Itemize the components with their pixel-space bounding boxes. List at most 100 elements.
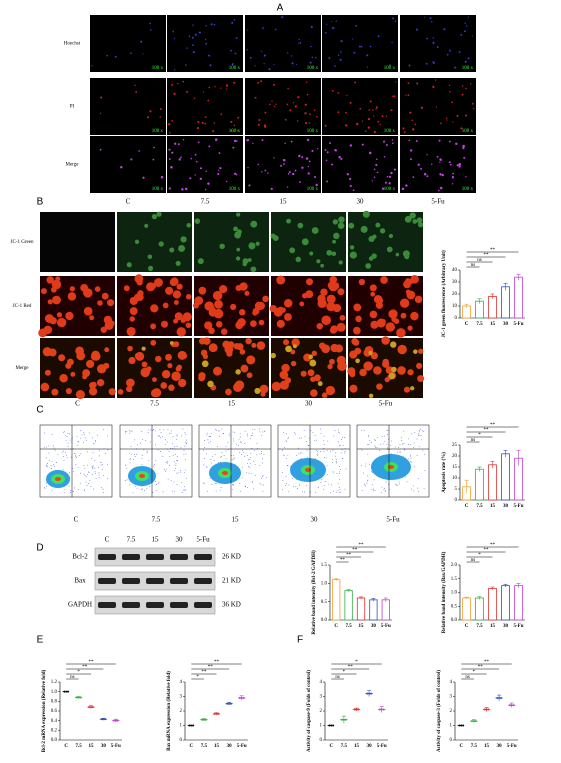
- cell: [59, 373, 68, 383]
- cell: [218, 169, 220, 172]
- cell: [281, 363, 290, 373]
- cell: [396, 328, 406, 338]
- event: [397, 451, 398, 453]
- event: [369, 464, 370, 466]
- cell: [395, 252, 400, 257]
- cell: [413, 349, 418, 354]
- cell: [394, 20, 397, 22]
- cell: [38, 328, 48, 338]
- cell: [301, 166, 304, 169]
- cell: [308, 354, 314, 360]
- cell: [126, 378, 135, 388]
- cell: [106, 299, 115, 307]
- cell: [208, 54, 211, 57]
- cell: [205, 42, 208, 45]
- cell: [333, 232, 340, 240]
- event: [374, 439, 376, 440]
- magnification: 100 x: [229, 129, 241, 134]
- cell: [311, 227, 319, 234]
- cell: [89, 315, 95, 321]
- cell: [257, 163, 259, 166]
- cell: [184, 187, 188, 191]
- cell: [354, 81, 357, 84]
- cell: [339, 314, 346, 321]
- population-peak: [139, 474, 145, 478]
- event: [51, 468, 52, 469]
- point: [496, 696, 499, 699]
- magnification: 100 x: [307, 129, 319, 134]
- micrograph: [245, 78, 321, 135]
- event: [177, 456, 179, 457]
- y-tick-label: 4: [320, 680, 323, 685]
- event: [371, 488, 373, 490]
- event: [374, 490, 376, 492]
- event: [323, 440, 325, 442]
- event: [367, 480, 368, 482]
- event: [323, 450, 325, 452]
- cell: [449, 90, 451, 93]
- cell: [448, 49, 451, 52]
- cell: [307, 369, 315, 377]
- cell: [288, 171, 291, 173]
- panel-label: F: [297, 635, 303, 646]
- event: [263, 454, 265, 455]
- cell: [101, 292, 109, 300]
- event: [287, 454, 289, 456]
- cell: [449, 163, 452, 166]
- event: [282, 454, 284, 456]
- x-tick-label: 15: [490, 624, 496, 629]
- event: [285, 433, 287, 435]
- event: [382, 443, 384, 445]
- event: [63, 491, 65, 493]
- cell: [134, 274, 144, 283]
- point: [226, 702, 229, 705]
- event: [373, 490, 374, 492]
- event: [129, 484, 131, 486]
- event: [261, 435, 263, 436]
- cell: [50, 286, 57, 293]
- cell: [181, 188, 184, 191]
- cell: [146, 116, 150, 119]
- event: [156, 472, 158, 474]
- event: [387, 429, 389, 431]
- cell: [269, 103, 271, 106]
- cell: [404, 215, 412, 223]
- event: [44, 432, 45, 434]
- cell: [198, 337, 206, 345]
- cell: [192, 44, 194, 47]
- cell: [250, 266, 257, 273]
- event: [65, 434, 67, 436]
- event: [46, 466, 48, 468]
- cell: [292, 172, 295, 176]
- significance-label: ns: [471, 558, 476, 563]
- cell: [424, 16, 426, 18]
- event: [206, 434, 208, 436]
- event: [73, 470, 74, 472]
- event: [242, 450, 243, 452]
- cell: [168, 158, 171, 160]
- point: [382, 708, 385, 711]
- cell: [240, 364, 249, 373]
- cell: [331, 251, 337, 257]
- cell: [445, 117, 448, 119]
- cell: [171, 151, 174, 154]
- cell: [307, 172, 310, 175]
- cell: [268, 68, 271, 71]
- x-tick-label: 30: [101, 744, 107, 749]
- event: [233, 454, 235, 456]
- column-label: 15: [152, 536, 160, 544]
- cell: [368, 256, 374, 261]
- cell: [368, 393, 374, 399]
- event: [164, 468, 166, 470]
- y-axis-label: Apoptosis rate (%): [442, 452, 447, 493]
- row-label: JC-1 Green: [11, 240, 34, 245]
- event: [84, 468, 86, 469]
- significance-label: ns: [477, 258, 482, 263]
- cell: [247, 167, 249, 169]
- event: [209, 436, 211, 438]
- event: [361, 449, 363, 451]
- cell: [331, 163, 334, 166]
- cell: [235, 37, 238, 39]
- significance-label: **: [348, 665, 354, 670]
- event: [320, 428, 321, 430]
